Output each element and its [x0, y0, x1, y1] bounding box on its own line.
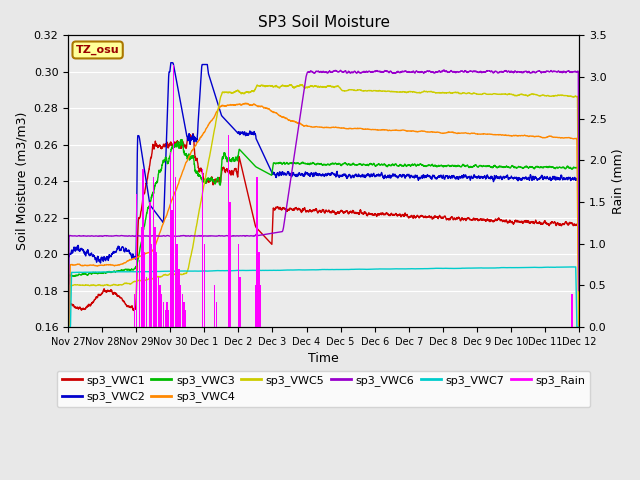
Bar	[144, 252, 145, 327]
Bar	[229, 202, 230, 327]
Bar	[255, 286, 256, 327]
Bar	[572, 294, 573, 327]
Bar	[202, 169, 204, 327]
Bar	[170, 152, 171, 327]
Bar	[168, 311, 170, 327]
Bar	[182, 294, 183, 327]
Bar	[139, 261, 140, 327]
Bar	[161, 294, 163, 327]
Bar	[180, 286, 181, 327]
Bar	[185, 311, 186, 327]
Bar	[163, 302, 164, 327]
Bar	[136, 194, 137, 327]
Bar	[134, 294, 135, 327]
Bar	[152, 177, 154, 327]
Bar	[142, 169, 144, 327]
Text: TZ_osu: TZ_osu	[76, 45, 120, 55]
Y-axis label: Soil Moisture (m3/m3): Soil Moisture (m3/m3)	[15, 112, 28, 251]
Bar	[258, 252, 260, 327]
Bar	[154, 227, 156, 327]
Bar	[228, 135, 229, 327]
Bar	[159, 286, 161, 327]
Bar	[183, 302, 184, 327]
Bar	[175, 177, 176, 327]
Bar	[239, 277, 241, 327]
Bar	[156, 252, 157, 327]
Bar	[146, 277, 147, 327]
Bar	[164, 311, 166, 327]
Bar	[237, 244, 239, 327]
Bar	[151, 244, 152, 327]
Y-axis label: Rain (mm): Rain (mm)	[612, 148, 625, 214]
Bar	[214, 286, 215, 327]
Title: SP3 Soil Moisture: SP3 Soil Moisture	[257, 15, 390, 30]
Bar	[141, 227, 142, 327]
Bar	[204, 244, 205, 327]
Bar	[178, 269, 179, 327]
Bar	[216, 302, 217, 327]
Bar	[172, 210, 173, 327]
Bar	[173, 64, 175, 327]
Legend: sp3_VWC1, sp3_VWC2, sp3_VWC3, sp3_VWC4, sp3_VWC5, sp3_VWC6, sp3_VWC7, sp3_Rain: sp3_VWC1, sp3_VWC2, sp3_VWC3, sp3_VWC4, …	[57, 371, 590, 407]
Bar	[166, 302, 168, 327]
Bar	[260, 286, 261, 327]
Bar	[157, 277, 159, 327]
X-axis label: Time: Time	[308, 352, 339, 365]
Bar	[177, 244, 178, 327]
Bar	[257, 177, 258, 327]
Bar	[149, 202, 150, 327]
